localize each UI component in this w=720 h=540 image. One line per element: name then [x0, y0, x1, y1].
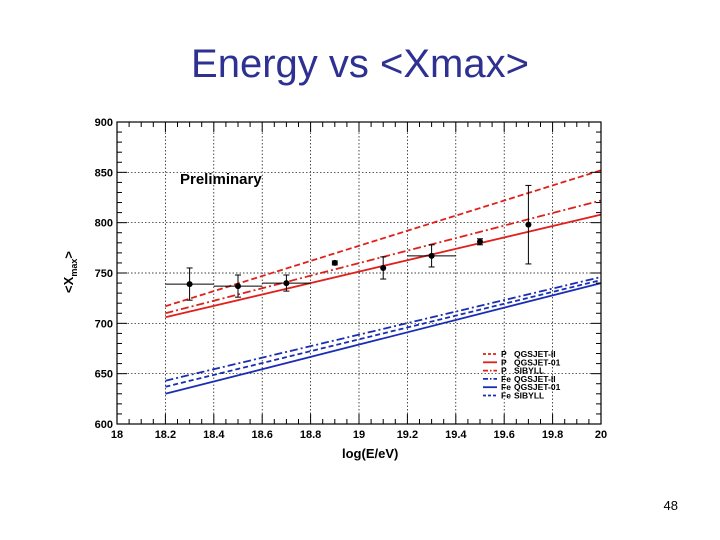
data-point	[380, 264, 387, 271]
grid-lines	[117, 122, 601, 424]
legend-model: SIBYLL	[514, 391, 544, 401]
legend-model: QGSJET-01	[514, 357, 561, 367]
series-line-fe-qgsjet-01	[165, 282, 602, 395]
legend-model: QGSJET-II	[514, 374, 556, 384]
data-point	[283, 280, 290, 287]
y-axis-label-sub: max	[69, 259, 79, 277]
legend-primary: Fe	[501, 391, 511, 401]
data-point	[186, 281, 193, 288]
x-tick-label: 19.6	[493, 429, 514, 441]
data-point	[235, 283, 241, 290]
preliminary-annotation: Preliminary	[180, 171, 262, 188]
y-tick-label: 900	[95, 117, 113, 129]
y-axis-label-main: <X	[61, 276, 76, 293]
legend-model: QGSJET-II	[514, 349, 556, 359]
y-tick-label: 650	[95, 369, 113, 381]
data-points	[165, 184, 532, 301]
data-point	[477, 238, 483, 245]
x-tick-label: 18.4	[203, 429, 225, 441]
series-line-fe-qgsjet-ii	[165, 276, 602, 382]
y-tick-label: 750	[95, 268, 113, 280]
axis-ticks	[116, 121, 602, 425]
y-tick-label: 700	[95, 318, 113, 330]
x-tick-label: 18.8	[300, 429, 321, 441]
slide-title: Energy vs <Xmax>	[191, 42, 529, 86]
legend-model: QGSJET-01	[514, 382, 561, 392]
data-point	[331, 259, 338, 266]
x-tick-label: 18.2	[155, 429, 176, 441]
x-tick-label: 18	[111, 429, 123, 441]
page-number: 48	[663, 498, 678, 513]
legend-primary: Fe	[501, 374, 511, 384]
x-tick-label: 19	[353, 429, 365, 441]
y-axis-label-close: >	[61, 251, 76, 259]
svg-text:<Xmax>: <Xmax>	[61, 251, 79, 293]
y-axis-label: <Xmax>	[61, 251, 79, 293]
tick-labels: 18 18.2 18.4 18.6 18.8 19 19.2 19.4 19.6 19.8 20 60…	[95, 117, 607, 441]
data-point	[428, 252, 435, 259]
y-tick-label: 800	[95, 218, 113, 230]
data-point	[525, 221, 532, 228]
x-tick-label: 19.2	[397, 429, 418, 441]
legend-model: SIBYLL	[514, 366, 544, 376]
legend-primary: P	[501, 349, 507, 359]
series-line-fe-sibyll	[165, 279, 602, 388]
y-tick-label: 850	[95, 167, 113, 179]
y-tick-label: 600	[95, 419, 113, 431]
x-tick-label: 18.6	[251, 429, 272, 441]
x-axis-label: log(E/eV)	[342, 446, 398, 461]
x-tick-label: 20	[595, 429, 607, 441]
legend-primary: P	[501, 357, 507, 367]
legend-primary: Fe	[501, 382, 511, 392]
legend-primary: P	[501, 366, 507, 376]
x-tick-label: 19.8	[542, 429, 563, 441]
x-tick-label: 19.4	[445, 429, 467, 441]
